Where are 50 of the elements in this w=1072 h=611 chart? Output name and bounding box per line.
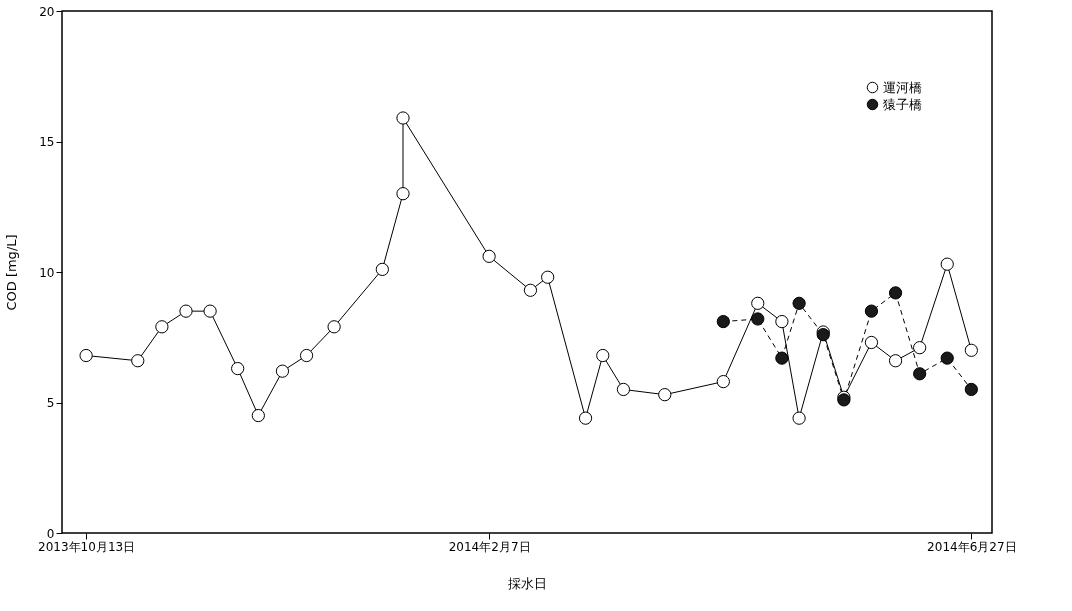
point [864,304,879,318]
point [396,111,410,125]
point [251,408,265,423]
point [578,411,593,425]
point [888,286,903,300]
point [203,304,217,318]
point [231,361,245,376]
point [775,351,789,365]
point [299,348,314,363]
point [541,270,555,284]
point [792,411,806,425]
point [940,351,954,365]
legend-label: 運河橋 [883,79,922,95]
point [913,341,927,355]
y-tick-label: 15 [39,135,55,149]
point [482,249,496,263]
x-tick-label: 2014年2月7日 [448,539,531,554]
point [913,367,927,381]
point [964,343,978,357]
point [888,354,903,368]
y-axis-title: COD [mg/L] [4,234,20,311]
point [964,382,978,397]
point [658,388,672,402]
point [775,314,789,329]
point [523,283,538,297]
y-tick-label: 20 [39,4,55,19]
point [751,312,765,326]
x-tick-label: 2014年6月27日 [927,539,1017,554]
point [396,187,410,201]
point [79,348,93,363]
point [596,348,610,363]
y-tick-label: 0 [46,526,55,541]
point [792,296,806,310]
point [131,354,145,368]
point [275,364,290,378]
point [716,314,730,329]
point [940,257,954,271]
legend-label: 猿子橋 [883,96,922,112]
point [155,320,169,334]
x-tick-label: 2013年10月13日 [38,539,136,554]
x-axis-title: 採水日 [508,575,547,591]
y-tick-label: 5 [46,396,55,410]
point [375,262,389,276]
point [327,320,341,334]
point [179,304,193,318]
point [616,382,631,397]
point [716,375,730,389]
point [864,335,879,350]
point [751,296,765,310]
y-tick-label: 10 [39,265,55,280]
